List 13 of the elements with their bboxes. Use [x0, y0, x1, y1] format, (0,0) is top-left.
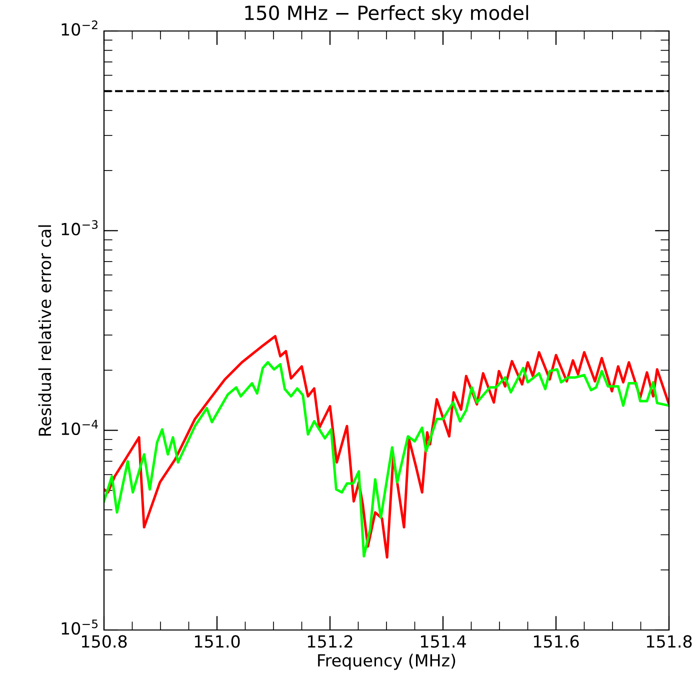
y-axis-title: Residual relative error cal: [38, 225, 52, 436]
x-tick-label: 151.8: [646, 635, 692, 648]
x-tick-label: 151.2: [308, 635, 352, 648]
chart-title: 150 MHz − Perfect sky model: [245, 5, 528, 24]
x-tick-label: 151.0: [194, 635, 240, 648]
x-axis-title: Frequency (MHz): [318, 654, 456, 670]
y-tick-label: 10$^{−3}$: [62, 220, 98, 236]
x-tick-label: 151.4: [420, 635, 466, 648]
x-tick-label: 151.6: [534, 635, 579, 648]
y-tick-label: 10$^{−2}$: [62, 20, 98, 36]
y-tick-label: 10$^{−5}$: [62, 620, 98, 635]
y-tick-label: 10$^{−4}$: [62, 420, 98, 436]
x-tick-label: 150.8: [82, 635, 127, 648]
